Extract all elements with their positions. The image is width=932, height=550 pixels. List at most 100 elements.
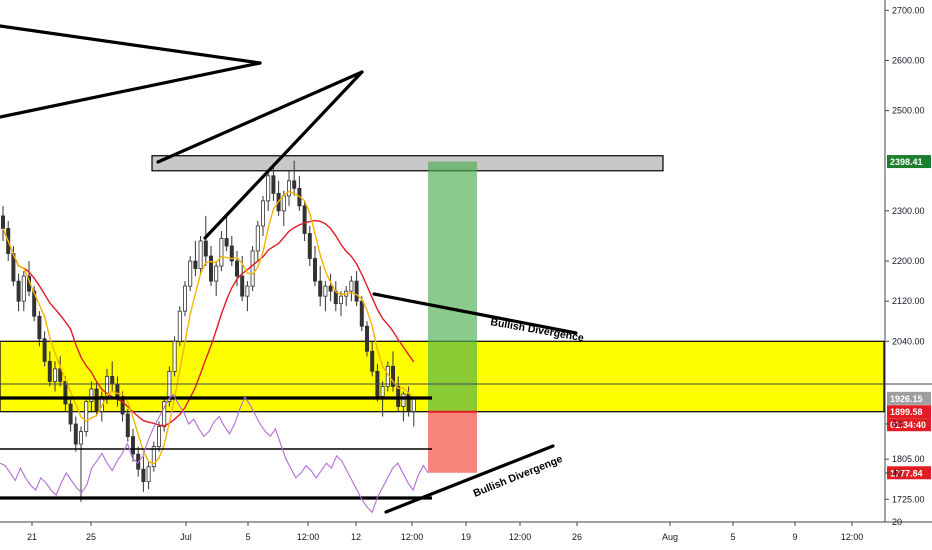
price-tick-label: 1725.00 <box>892 494 925 504</box>
position-target-zone[interactable] <box>428 161 477 412</box>
candle-body[interactable] <box>281 195 286 212</box>
candle-body[interactable] <box>245 285 250 297</box>
candle-body[interactable] <box>328 285 333 292</box>
candle-body[interactable] <box>172 340 177 372</box>
trendline-1[interactable] <box>0 24 262 65</box>
time-tick-label: 12:00 <box>297 532 320 542</box>
candle-body[interactable] <box>370 350 375 372</box>
candle-body[interactable] <box>146 466 151 483</box>
moving-average-fast <box>2 190 415 465</box>
candle-body[interactable] <box>151 446 156 468</box>
candle-body[interactable] <box>89 388 94 402</box>
candle-body[interactable] <box>390 365 395 387</box>
candle-body[interactable] <box>130 436 135 455</box>
candle-body[interactable] <box>229 245 234 262</box>
time-tick-label: Jul <box>180 532 192 542</box>
candle-body[interactable] <box>16 280 21 302</box>
time-tick-label: 12:00 <box>841 532 864 542</box>
oscillator-tick-label: 60 <box>892 419 902 429</box>
trendline-2[interactable] <box>0 61 262 119</box>
trendline-3[interactable] <box>156 70 364 164</box>
candle-body[interactable] <box>401 393 406 407</box>
candle-body[interactable] <box>323 285 328 297</box>
trendline-4[interactable] <box>203 70 364 240</box>
time-tick-label: 12:00 <box>401 532 424 542</box>
oscillator-tick-label: 40 <box>892 468 902 478</box>
price-marker-1 <box>887 155 931 169</box>
price-tick-label: 2700.00 <box>892 5 925 15</box>
moving-average-slow <box>2 219 415 427</box>
time-tick-label: 5 <box>730 532 735 542</box>
time-tick-label: 25 <box>86 532 96 542</box>
candle-body[interactable] <box>266 175 271 202</box>
candle-body[interactable] <box>21 275 26 302</box>
candle-body[interactable] <box>255 225 260 252</box>
candle-body[interactable] <box>182 285 187 312</box>
candle-body[interactable] <box>208 255 213 282</box>
candle-body[interactable] <box>141 468 146 483</box>
candle-body[interactable] <box>312 258 317 282</box>
candle-body[interactable] <box>411 398 416 412</box>
candle-body[interactable] <box>380 386 385 397</box>
candle-body[interactable] <box>203 240 208 257</box>
candle-body[interactable] <box>125 413 130 437</box>
candle-body[interactable] <box>53 368 58 382</box>
price-marker-5 <box>887 466 931 480</box>
candle-body[interactable] <box>156 426 161 448</box>
candle-body[interactable] <box>37 315 42 340</box>
candle-body[interactable] <box>359 300 364 327</box>
candle-body[interactable] <box>307 233 312 259</box>
candle-body[interactable] <box>79 431 84 445</box>
candle-body[interactable] <box>167 370 172 402</box>
candle-body[interactable] <box>224 238 229 247</box>
position-stop-zone[interactable] <box>428 411 477 473</box>
candle-body[interactable] <box>338 295 343 305</box>
time-tick-label: 9 <box>792 532 797 542</box>
candle-body[interactable] <box>110 375 115 385</box>
candle-body[interactable] <box>0 215 6 229</box>
candle-body[interactable] <box>63 381 68 405</box>
candle-body[interactable] <box>260 200 265 227</box>
candle-body[interactable] <box>193 260 198 269</box>
candle-body[interactable] <box>177 310 182 342</box>
candle-body[interactable] <box>354 280 359 302</box>
candle-body[interactable] <box>47 360 52 382</box>
candle-body[interactable] <box>250 250 255 287</box>
candle-body[interactable] <box>292 180 297 189</box>
resistance-zone[interactable] <box>151 155 664 172</box>
candle-body[interactable] <box>234 260 239 277</box>
oscillator-trendline[interactable] <box>384 444 555 514</box>
price-marker-label: 1777.84 <box>890 468 923 478</box>
candle-body[interactable] <box>271 175 276 194</box>
trendline-5[interactable] <box>372 292 578 335</box>
candle-body[interactable] <box>219 238 224 267</box>
price-panel[interactable]: Bullish Divergence <box>0 0 885 502</box>
candle-body[interactable] <box>364 325 369 352</box>
candle-body[interactable] <box>73 423 78 445</box>
candle-body[interactable] <box>188 260 193 287</box>
price-tick-label: 2040.00 <box>892 336 925 346</box>
candle-body[interactable] <box>68 403 73 425</box>
time-tick-label: 5 <box>245 532 250 542</box>
candle-body[interactable] <box>32 290 37 317</box>
candle-body[interactable] <box>349 280 354 292</box>
candle-body[interactable] <box>214 265 219 282</box>
price-marker-2 <box>887 391 931 405</box>
candle-body[interactable] <box>94 388 99 412</box>
price-marker-label: 1926.15 <box>890 394 923 404</box>
time-tick-label: 26 <box>572 532 582 542</box>
price-tick-label: 2600.00 <box>892 55 925 65</box>
candle-body[interactable] <box>318 280 323 297</box>
price-tick-label: 1805.00 <box>892 454 925 464</box>
candle-body[interactable] <box>240 275 245 297</box>
candle-body[interactable] <box>84 401 89 432</box>
candle-body[interactable] <box>42 338 47 362</box>
candle-body[interactable] <box>302 205 307 234</box>
price-tick-label: 2500.00 <box>892 106 925 116</box>
candle-body[interactable] <box>58 368 63 382</box>
candle-body[interactable] <box>198 240 203 269</box>
price-tick-label: 2120.00 <box>892 296 925 306</box>
candle-body[interactable] <box>286 180 291 197</box>
